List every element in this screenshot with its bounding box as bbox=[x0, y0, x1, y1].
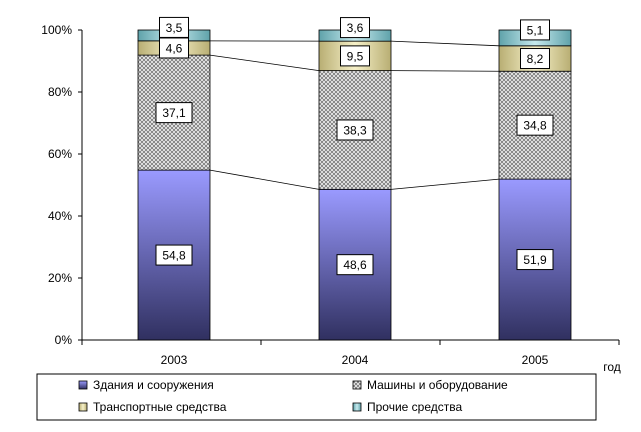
data-label: 54,8 bbox=[162, 249, 186, 263]
legend-label: Здания и сооружения bbox=[93, 378, 214, 392]
legend-label: Прочие средства bbox=[367, 400, 462, 414]
data-label: 48,6 bbox=[343, 258, 367, 272]
y-tick-label: 40% bbox=[48, 209, 72, 223]
data-label-box bbox=[159, 16, 189, 38]
data-label: 8,2 bbox=[527, 52, 544, 66]
y-tick-label: 0% bbox=[55, 333, 73, 347]
data-label-box bbox=[520, 48, 550, 70]
y-tick-label: 100% bbox=[41, 23, 72, 37]
data-label-box bbox=[155, 102, 193, 124]
data-label-box bbox=[336, 119, 374, 141]
data-label: 34,8 bbox=[523, 119, 547, 133]
data-label-box bbox=[155, 244, 193, 266]
data-label-box bbox=[159, 37, 189, 59]
series-connector-line bbox=[209, 169, 320, 190]
data-label-box bbox=[340, 45, 370, 67]
x-tick-label: 2003 bbox=[161, 353, 188, 367]
data-label: 9,5 bbox=[347, 49, 364, 63]
data-label-box bbox=[336, 254, 374, 276]
data-label: 38,3 bbox=[343, 123, 367, 137]
data-label-box bbox=[516, 114, 554, 136]
legend: Здания и сооружения Машины и оборудование… bbox=[36, 373, 597, 421]
data-label: 37,1 bbox=[162, 106, 186, 120]
legend-swatch bbox=[352, 402, 362, 412]
data-label-box bbox=[520, 19, 550, 41]
series-connector-line bbox=[390, 40, 500, 47]
x-tick-label: 2004 bbox=[342, 353, 369, 367]
legend-swatch bbox=[352, 380, 362, 390]
x-tick-label: 2005 bbox=[522, 353, 549, 367]
data-label: 3,5 bbox=[166, 21, 183, 35]
data-label-box bbox=[340, 17, 370, 39]
data-label: 51,9 bbox=[523, 253, 547, 267]
data-label-box bbox=[516, 249, 554, 271]
legend-label: Машины и оборудование bbox=[367, 378, 508, 392]
legend-box bbox=[36, 373, 597, 421]
data-label: 4,6 bbox=[166, 41, 183, 55]
data-label: 3,6 bbox=[347, 21, 364, 35]
series-connector-line bbox=[390, 70, 500, 72]
x-axis-label: год bbox=[603, 360, 621, 374]
legend-label: Транспортные средства bbox=[93, 400, 227, 414]
data-label: 5,1 bbox=[527, 23, 544, 37]
series-connector-line bbox=[390, 178, 500, 190]
y-tick-label: 60% bbox=[48, 147, 72, 161]
series-connector-line bbox=[209, 54, 320, 72]
y-tick-label: 20% bbox=[48, 271, 72, 285]
y-tick-label: 80% bbox=[48, 85, 72, 99]
legend-swatch bbox=[78, 380, 88, 390]
legend-swatch bbox=[78, 402, 88, 412]
